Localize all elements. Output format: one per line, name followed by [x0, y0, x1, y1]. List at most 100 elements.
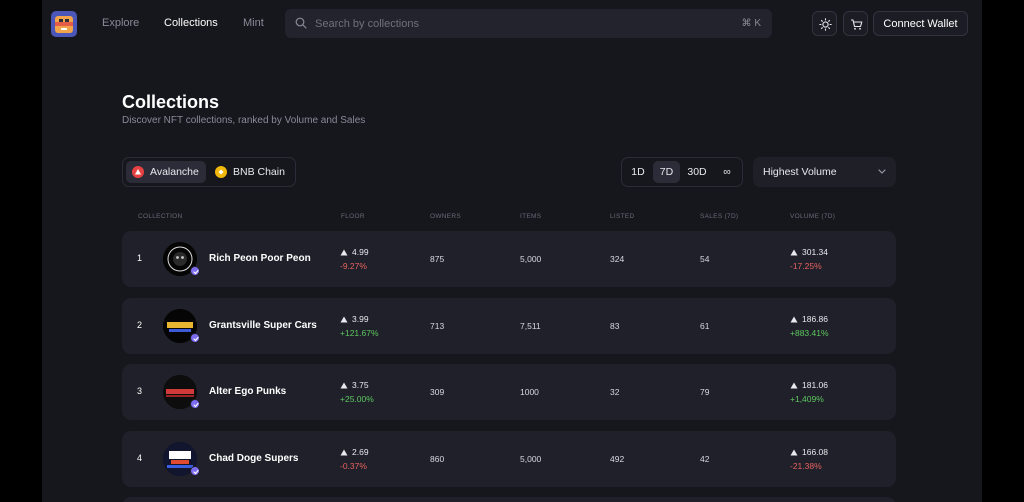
search-shortcut: ⌘ K — [741, 18, 761, 29]
rank: 4 — [137, 453, 143, 463]
verified-badge — [190, 466, 200, 476]
volume-change: +1,409% — [790, 394, 824, 404]
period-30d-button[interactable]: 30D — [687, 166, 707, 178]
owners-value: 860 — [430, 454, 445, 464]
theme-toggle-button[interactable] — [812, 11, 837, 36]
volume-value: 181.06 — [802, 380, 828, 390]
volume: 186.86 — [790, 314, 828, 324]
search-input[interactable] — [315, 9, 715, 38]
column-header-items: ITEMS — [520, 213, 542, 220]
collection-name[interactable]: Rich Peon Poor Peon — [209, 253, 311, 264]
nav-link-mint[interactable]: Mint — [243, 17, 264, 29]
avax-icon — [790, 316, 798, 322]
column-header-collection: COLLECTION — [138, 213, 183, 220]
owners-value: 713 — [430, 321, 445, 331]
owners-value: 875 — [430, 254, 445, 264]
chain-label: BNB Chain — [233, 166, 285, 178]
volume-value: 301.34 — [802, 247, 828, 257]
collection-avatar — [163, 375, 200, 409]
rank: 2 — [137, 320, 143, 330]
floor-price: 3.99 — [340, 314, 369, 324]
chevron-down-icon — [878, 169, 886, 174]
page-title: Collections — [122, 92, 220, 112]
chain-avalanche-button[interactable]: Avalanche — [126, 161, 206, 183]
volume-value: 166.08 — [802, 447, 828, 457]
volume: 166.08 — [790, 447, 828, 457]
connect-wallet-button[interactable]: Connect Wallet — [873, 11, 968, 36]
avax-icon — [790, 449, 798, 455]
collection-name[interactable]: Chad Doge Supers — [209, 453, 299, 464]
verified-badge — [190, 266, 200, 276]
listed-value: 83 — [610, 321, 620, 331]
sort-value: Highest Volume — [763, 166, 837, 178]
cart-button[interactable] — [843, 11, 868, 36]
avax-icon — [340, 316, 348, 322]
volume-change: +883.41% — [790, 328, 829, 338]
items-value: 1000 — [520, 387, 539, 397]
collection-name[interactable]: Alter Ego Punks — [209, 386, 287, 397]
sales-value: 54 — [700, 254, 710, 264]
verified-badge — [190, 399, 200, 409]
floor-change: -0.37% — [340, 461, 367, 471]
sales-value: 42 — [700, 454, 710, 464]
check-icon — [193, 469, 199, 475]
floor-value: 3.99 — [352, 314, 369, 324]
page-subtitle: Discover NFT collections, ranked by Volu… — [122, 115, 366, 126]
sun-icon — [819, 18, 832, 31]
cart-icon — [851, 19, 863, 30]
nav-link-collections[interactable]: Collections — [164, 17, 218, 29]
avax-icon — [340, 449, 348, 455]
floor-change: -9.27% — [340, 261, 367, 271]
page: Explore Collections Mint ⌘ K — [42, 0, 982, 502]
floor-value: 4.99 — [352, 247, 369, 257]
search-icon — [295, 17, 307, 29]
bnb-icon — [215, 166, 227, 178]
items-value: 7,511 — [520, 321, 541, 331]
table-row[interactable]: 1 Rich Peon Poor Peon 4.99 -9.27% 875 5,… — [122, 231, 896, 287]
column-header-volume: VOLUME (7D) — [790, 213, 836, 220]
sales-value: 79 — [700, 387, 710, 397]
check-icon — [193, 269, 199, 275]
floor-change: +25.00% — [340, 394, 374, 404]
collection-name[interactable]: Grantsville Super Cars — [209, 320, 317, 331]
listed-value: 492 — [610, 454, 625, 464]
chain-label: Avalanche — [150, 166, 199, 178]
nav-link-explore[interactable]: Explore — [102, 17, 140, 29]
table-row[interactable]: 2 Grantsville Super Cars 3.99 +121.67% 7… — [122, 298, 896, 354]
volume-change: -17.25% — [790, 261, 822, 271]
floor-price: 4.99 — [340, 247, 369, 257]
items-value: 5,000 — [520, 254, 542, 264]
table-row[interactable] — [122, 497, 896, 502]
sort-dropdown[interactable]: Highest Volume — [753, 157, 896, 187]
verified-badge — [190, 333, 200, 343]
column-header-floor: FLOOR — [341, 213, 365, 220]
rank: 3 — [137, 386, 143, 396]
column-header-owners: OWNERS — [430, 213, 462, 220]
avax-icon — [790, 382, 798, 388]
listed-value: 32 — [610, 387, 620, 397]
volume-value: 186.86 — [802, 314, 828, 324]
floor-price: 2.69 — [340, 447, 369, 457]
collection-avatar — [163, 309, 200, 343]
avax-icon — [790, 249, 798, 255]
table-row[interactable]: 4 Chad Doge Supers 2.69 -0.37% 860 5,000… — [122, 431, 896, 487]
period-7d-button[interactable]: 7D — [653, 161, 680, 183]
column-header-sales: SALES (7D) — [700, 213, 739, 220]
collection-avatar — [163, 442, 200, 476]
floor-change: +121.67% — [340, 328, 379, 338]
items-value: 5,000 — [520, 454, 542, 464]
search-bar[interactable]: ⌘ K — [285, 9, 772, 38]
avax-icon — [340, 382, 348, 388]
table-row[interactable]: 3 Alter Ego Punks 3.75 +25.00% 309 1000 … — [122, 364, 896, 420]
rank: 1 — [137, 253, 143, 263]
logo[interactable] — [51, 11, 77, 37]
volume-change: -21.38% — [790, 461, 822, 471]
period-selector: 1D 7D 30D ∞ — [621, 157, 743, 187]
period-1d-button[interactable]: 1D — [631, 166, 645, 178]
owners-value: 309 — [430, 387, 445, 397]
chain-bnb-button[interactable]: BNB Chain — [211, 161, 293, 183]
period-all-button[interactable]: ∞ — [723, 166, 731, 178]
chain-selector: Avalanche BNB Chain — [122, 157, 296, 187]
volume: 301.34 — [790, 247, 828, 257]
floor-price: 3.75 — [340, 380, 369, 390]
